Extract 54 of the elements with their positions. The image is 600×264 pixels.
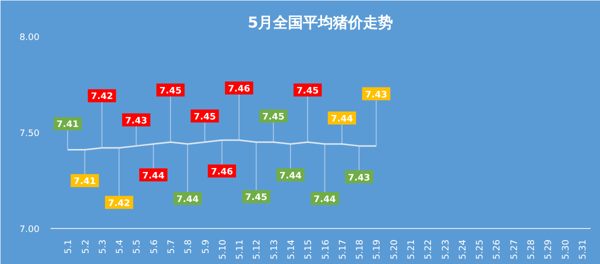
data-label: 7.44 — [314, 195, 336, 206]
x-tick-label: 5.24 — [458, 239, 468, 260]
x-tick-label: 5.25 — [476, 239, 486, 260]
data-label: 7.42 — [108, 198, 130, 209]
x-tick-label: 5.7 — [167, 239, 177, 254]
data-label: 7.46 — [228, 84, 250, 95]
data-label: 7.41 — [74, 177, 96, 188]
x-tick-label: 5.12 — [252, 239, 263, 260]
x-tick-label: 5.28 — [527, 239, 537, 260]
x-tick-label: 5.9 — [201, 239, 212, 254]
data-label: 7.45 — [194, 112, 216, 123]
x-tick-label: 5.26 — [492, 239, 503, 260]
x-tick-label: 5.16 — [321, 239, 332, 260]
x-tick-label: 5.8 — [184, 239, 194, 254]
data-label: 7.44 — [142, 171, 164, 182]
data-label: 7.44 — [330, 114, 354, 124]
x-tick-label: 5.17 — [338, 239, 348, 260]
x-tick-label: 5.18 — [356, 239, 366, 260]
x-tick-label: 5.10 — [218, 239, 228, 260]
x-tick-label: 5.6 — [150, 239, 160, 254]
chart-title: 5月全国平均猪价走势 — [248, 14, 394, 32]
data-label: 7.43 — [125, 116, 148, 126]
data-label: 7.44 — [176, 195, 199, 206]
x-tick-label: 5.31 — [578, 239, 588, 260]
x-tick-label: 5.2 — [81, 239, 92, 254]
x-tick-label: 5.11 — [236, 239, 246, 260]
data-label: 7.43 — [348, 173, 370, 184]
x-tick-label: 5.5 — [132, 239, 143, 254]
y-tick-label: 8.00 — [19, 33, 40, 43]
data-label: 7.44 — [279, 171, 302, 182]
x-tick-label: 5.30 — [561, 239, 572, 260]
x-tick-label: 5.14 — [287, 239, 297, 260]
x-tick-label: 5.27 — [510, 239, 520, 260]
x-tick-label: 5.15 — [304, 239, 314, 260]
x-tick-label: 5.22 — [424, 239, 434, 260]
x-tick-label: 5.29 — [544, 239, 554, 260]
x-tick-label: 5.13 — [270, 239, 280, 260]
data-label: 7.43 — [365, 90, 388, 100]
x-tick-label: 5.23 — [441, 239, 452, 260]
data-label: 7.45 — [262, 112, 284, 123]
data-label: 7.45 — [245, 193, 268, 204]
x-tick-label: 5.4 — [116, 239, 126, 254]
data-label: 7.46 — [210, 167, 234, 178]
data-label: 7.45 — [296, 86, 319, 96]
x-tick-label: 5.19 — [372, 239, 383, 260]
y-tick-label: 7.50 — [19, 129, 40, 139]
data-label: 7.45 — [159, 86, 182, 96]
x-tick-label: 5.20 — [390, 239, 400, 260]
x-tick-label: 5.21 — [407, 239, 417, 260]
y-tick-label: 7.00 — [19, 225, 40, 235]
x-tick-label: 5.3 — [98, 239, 108, 254]
data-label: 7.42 — [90, 92, 114, 102]
x-tick-label: 5.1 — [64, 239, 74, 254]
data-label: 7.41 — [56, 120, 79, 130]
